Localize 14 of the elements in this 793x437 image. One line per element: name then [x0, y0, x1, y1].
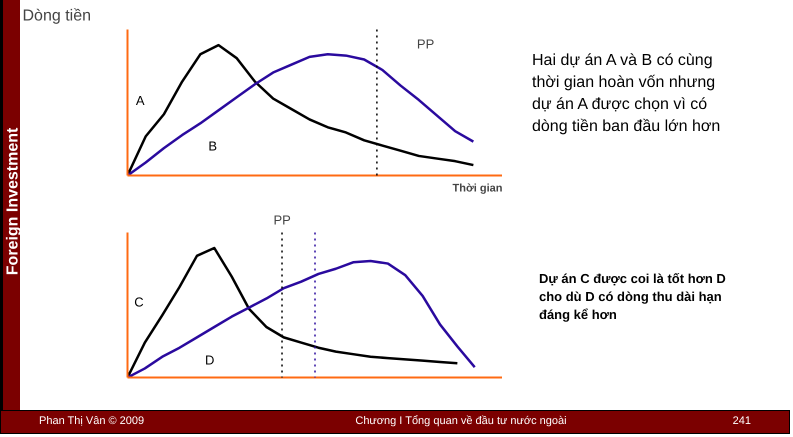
text: Dự án C được coi là tốt hơn D cho dù D có dòng thu dài hạn đáng kể hơn: [538, 270, 727, 324]
series-label: B: [208, 138, 217, 154]
text: Foreign Investment: [4, 126, 23, 278]
text: Phan Thị Vân © 2009: [38, 414, 146, 430]
text: 241: [732, 414, 751, 430]
series-label: D: [204, 352, 214, 368]
annotation: PP: [416, 36, 434, 52]
series-label: A: [136, 93, 145, 108]
series-label: C: [134, 294, 144, 310]
x-axis-title: Thời gian: [452, 182, 503, 194]
y-axis-title: Dòng tiền: [22, 8, 91, 24]
text: Hai dự án A và B có cùng thời gian hoàn vốn nhưng dự án A được chọn vì có dòng tiền ban đầu lớn hơn: [531, 51, 722, 137]
text: PP: [274, 212, 291, 228]
text: Chương I Tổng quan về đầu tư nước ngoài: [354, 414, 568, 430]
